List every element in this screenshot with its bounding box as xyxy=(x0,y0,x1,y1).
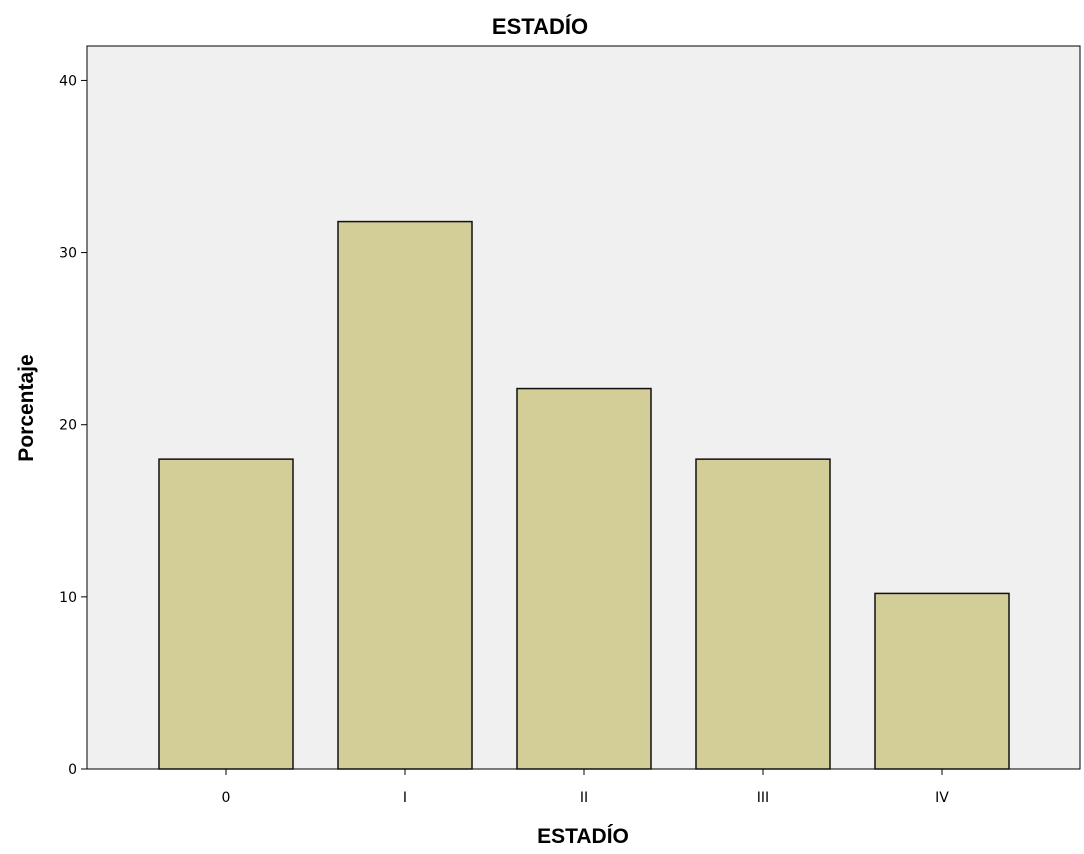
bar-0 xyxy=(158,458,294,770)
y-tick-label-3: 30 xyxy=(59,246,77,262)
y-tick-label-4: 40 xyxy=(59,73,77,89)
y-tick-label-2: 20 xyxy=(59,418,77,434)
y-axis-label: Porcentaje xyxy=(15,354,38,461)
y-tick-label-0: 0 xyxy=(68,762,77,778)
x-axis: 0 I II III IV xyxy=(222,769,949,806)
bar-2 xyxy=(516,387,652,770)
y-axis: 0 10 20 30 40 xyxy=(59,73,87,778)
chart-title: ESTADÍO xyxy=(492,14,588,39)
x-tick-label-0: 0 xyxy=(222,790,231,806)
y-tick-label-1: 10 xyxy=(59,590,77,606)
bars-group xyxy=(158,220,1010,770)
x-tick-label-2: II xyxy=(580,790,588,806)
x-tick-label-3: III xyxy=(757,790,769,806)
bar-1 xyxy=(337,220,473,770)
x-axis-label: ESTADÍO xyxy=(537,825,629,848)
bar-3 xyxy=(695,458,831,770)
x-tick-label-4: IV xyxy=(935,790,949,806)
bar-4 xyxy=(874,592,1010,770)
x-tick-label-1: I xyxy=(403,790,407,806)
